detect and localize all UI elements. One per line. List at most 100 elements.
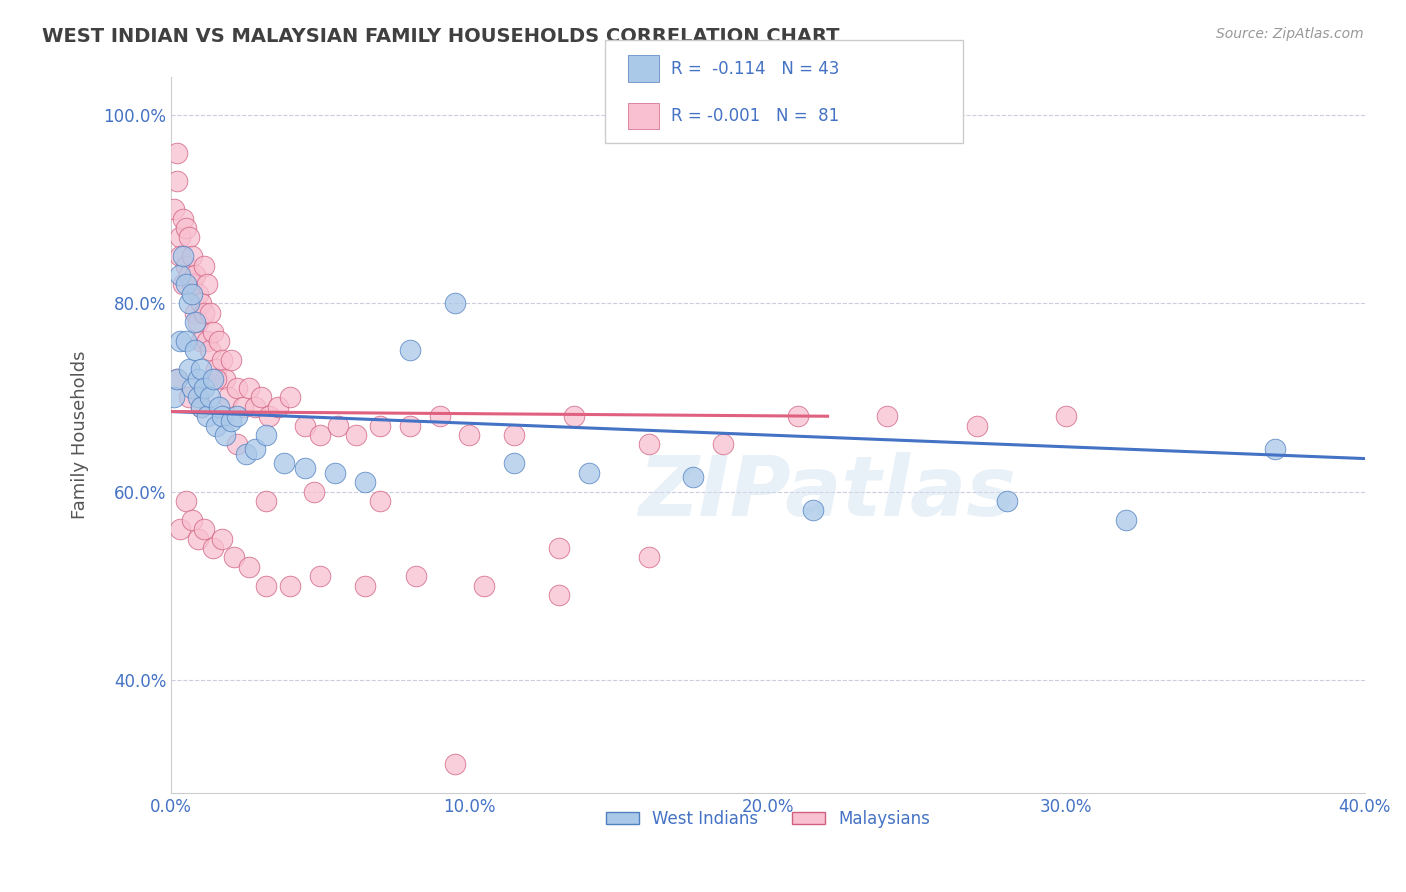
Point: [309, 569, 332, 583]
Point: [184, 268, 207, 282]
Point: [172, 277, 194, 292]
Point: [214, 371, 236, 385]
Point: [256, 579, 278, 593]
Point: [169, 230, 191, 244]
Point: [169, 268, 191, 282]
Point: [219, 352, 242, 367]
Text: WEST INDIAN VS MALAYSIAN FAMILY HOUSEHOLDS CORRELATION CHART: WEST INDIAN VS MALAYSIAN FAMILY HOUSEHOL…: [42, 27, 839, 45]
Point: [214, 428, 236, 442]
Point: [443, 296, 465, 310]
Point: [166, 174, 188, 188]
Point: [405, 569, 427, 583]
Point: [177, 391, 200, 405]
Point: [259, 409, 281, 424]
Point: [309, 428, 332, 442]
Point: [208, 400, 231, 414]
Point: [169, 334, 191, 348]
Point: [187, 391, 209, 405]
Text: ZIPatlas: ZIPatlas: [638, 451, 1017, 533]
Point: [503, 428, 526, 442]
Point: [180, 249, 202, 263]
Text: Source: ZipAtlas.com: Source: ZipAtlas.com: [1216, 27, 1364, 41]
Point: [238, 381, 260, 395]
Point: [1054, 409, 1077, 424]
Point: [995, 494, 1018, 508]
Point: [204, 371, 226, 385]
Point: [163, 391, 186, 405]
Point: [682, 470, 704, 484]
Point: [201, 325, 224, 339]
Point: [304, 484, 326, 499]
Point: [323, 466, 346, 480]
Point: [198, 306, 221, 320]
Point: [256, 494, 278, 508]
Point: [187, 532, 209, 546]
Point: [163, 202, 186, 217]
Point: [801, 503, 824, 517]
Point: [786, 409, 808, 424]
Point: [190, 400, 212, 414]
Text: R = -0.001   N =  81: R = -0.001 N = 81: [671, 107, 839, 125]
Point: [217, 391, 239, 405]
Point: [429, 409, 451, 424]
Point: [562, 409, 585, 424]
Point: [219, 414, 242, 428]
Point: [326, 418, 349, 433]
Point: [180, 277, 202, 292]
Point: [169, 249, 191, 263]
Point: [201, 371, 224, 385]
Y-axis label: Family Households: Family Households: [72, 351, 89, 519]
Point: [876, 409, 898, 424]
Point: [368, 494, 391, 508]
Point: [184, 315, 207, 329]
Point: [273, 456, 295, 470]
Point: [193, 259, 215, 273]
Point: [458, 428, 481, 442]
Point: [190, 400, 212, 414]
Point: [184, 343, 207, 358]
Point: [204, 362, 226, 376]
Point: [294, 461, 316, 475]
Point: [249, 391, 271, 405]
Point: [474, 579, 496, 593]
Point: [166, 145, 188, 160]
Point: [177, 296, 200, 310]
Point: [195, 277, 218, 292]
Point: [354, 579, 377, 593]
Legend: West Indians, Malaysians: West Indians, Malaysians: [599, 803, 936, 834]
Point: [172, 211, 194, 226]
Point: [201, 541, 224, 555]
Point: [211, 532, 233, 546]
Point: [177, 268, 200, 282]
Point: [966, 418, 988, 433]
Point: [174, 334, 197, 348]
Point: [193, 522, 215, 536]
Point: [177, 230, 200, 244]
Point: [180, 286, 202, 301]
Point: [548, 588, 571, 602]
Point: [398, 343, 420, 358]
Point: [211, 409, 233, 424]
Point: [225, 381, 247, 395]
Point: [190, 296, 212, 310]
Point: [243, 442, 266, 457]
Point: [190, 362, 212, 376]
Point: [174, 494, 197, 508]
Point: [204, 418, 226, 433]
Point: [503, 456, 526, 470]
Point: [208, 334, 231, 348]
Point: [354, 475, 377, 489]
Point: [193, 381, 215, 395]
Point: [578, 466, 600, 480]
Point: [267, 400, 290, 414]
Point: [211, 352, 233, 367]
Point: [198, 391, 221, 405]
Point: [637, 437, 659, 451]
Point: [235, 447, 257, 461]
Point: [344, 428, 367, 442]
Point: [548, 541, 571, 555]
Point: [238, 559, 260, 574]
Point: [193, 306, 215, 320]
Point: [172, 249, 194, 263]
Point: [368, 418, 391, 433]
